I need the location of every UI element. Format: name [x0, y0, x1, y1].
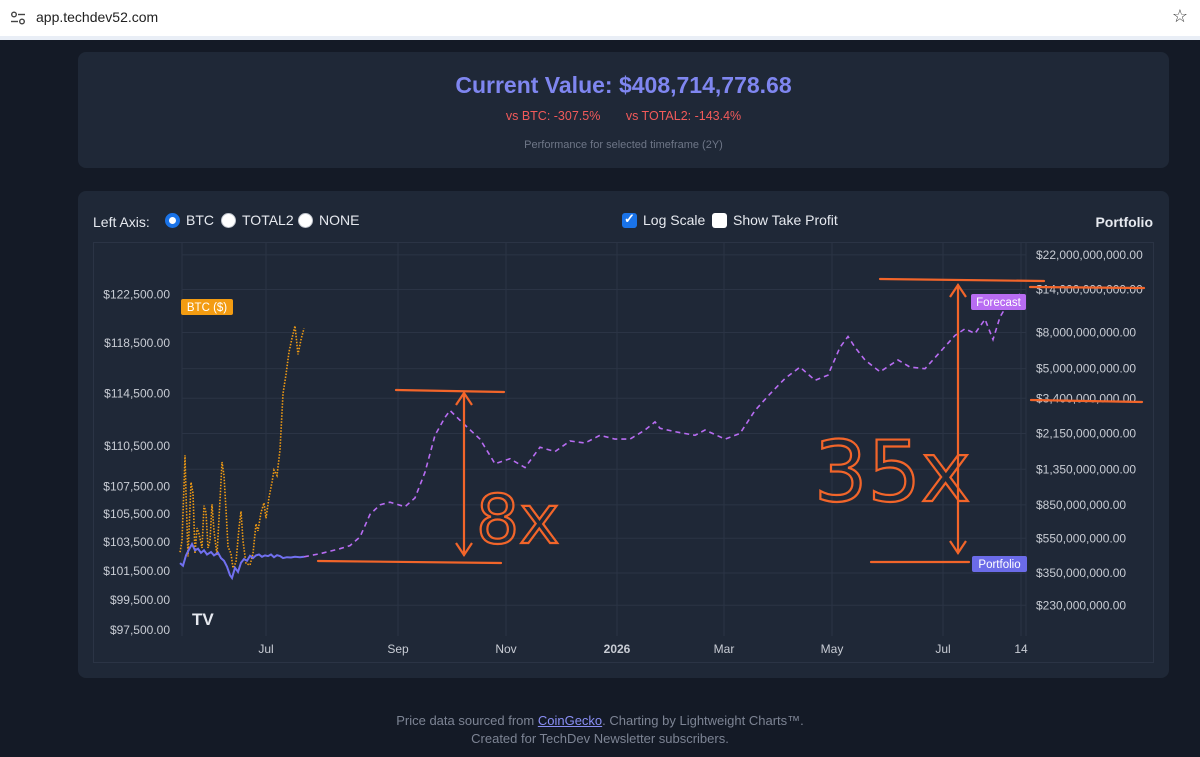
left-axis-tick: $105,500.00 [103, 507, 170, 521]
checkbox-checked-icon[interactable] [622, 211, 637, 228]
left-axis-tick: $103,500.00 [103, 535, 170, 549]
right-axis-tick: $550,000,000.00 [1036, 531, 1126, 545]
left-axis-tick: $122,500.00 [103, 287, 170, 301]
left-axis-tick: $97,500.00 [110, 623, 170, 637]
radio-selected-icon[interactable] [165, 212, 180, 228]
checkbox-empty-icon[interactable] [712, 212, 727, 228]
right-axis-tick: $8,000,000,000.00 [1036, 326, 1136, 340]
radio-btc-label: BTC [186, 212, 214, 228]
radio-total2-label: TOTAL2 [242, 212, 294, 228]
annotation-8x-text: 8x [476, 481, 560, 560]
right-axis-tick: $1,350,000,000.00 [1036, 462, 1136, 476]
browser-edge [0, 36, 1200, 40]
tradingview-logo-icon: TV [192, 610, 214, 629]
bookmark-star-icon[interactable]: ☆ [1171, 6, 1188, 26]
log-scale-checkbox[interactable]: Log Scale [622, 211, 706, 228]
x-axis-tick: May [821, 642, 844, 656]
log-scale-label: Log Scale [643, 212, 706, 228]
x-axis-tick: Jul [935, 642, 950, 656]
x-axis-tick: 2026 [604, 642, 631, 656]
left-axis-tick: $107,500.00 [103, 479, 170, 493]
series-line-btc- [179, 325, 305, 571]
x-axis-tick: Nov [495, 642, 516, 656]
right-axis-tick: $230,000,000.00 [1036, 598, 1126, 612]
annotation-right-line-top [1028, 285, 1146, 290]
annotation-top-line-35x [878, 277, 1046, 283]
annotation-arrowhead-down-8x [455, 542, 473, 557]
x-axis-tick: Mar [714, 642, 735, 656]
performance-note: Performance for selected timeframe (2Y) [524, 139, 723, 151]
annotation-bottom-line-8x [316, 559, 503, 565]
x-axis-tick: Sep [387, 642, 409, 656]
btc-tag: BTC ($) [187, 302, 227, 314]
forecast-tag: Forecast [976, 297, 1022, 309]
left-axis-label: Left Axis: [93, 214, 150, 230]
footer-line-1: Price data sourced from CoinGecko. Chart… [0, 712, 1200, 730]
portfolio-tag: Portfolio [978, 559, 1020, 571]
left-axis-tick: $99,500.00 [110, 593, 170, 607]
btc-tag-bg [181, 299, 233, 315]
annotation-top-line-8x [394, 388, 506, 394]
chart-plot[interactable]: $122,500.00 $118,500.00 $114,500.00 $110,50… [93, 242, 1154, 663]
right-axis-tick: $350,000,000.00 [1036, 566, 1126, 580]
radio-btc[interactable]: BTC [165, 212, 214, 228]
annotation-right-line-mid [1029, 398, 1144, 404]
footer-line-2: Created for TechDev Newsletter subscribe… [471, 731, 729, 746]
page-footer: Price data sourced from CoinGecko. Chart… [0, 712, 1200, 748]
take-profit-label: Show Take Profit [733, 212, 838, 228]
current-value: Current Value: $408,714,778.68 [455, 72, 792, 98]
radio-none[interactable]: NONE [298, 212, 359, 228]
annotation-35x-text: 35x [814, 423, 971, 521]
chart-card: Left Axis: BTC TOTAL2 NONE Log Scale Sho… [78, 191, 1169, 678]
right-axis-tick: $3,400,000,000.00 [1036, 391, 1136, 405]
right-axis-tick: $22,000,000,000.00 [1036, 248, 1143, 262]
right-axis-tick: $5,000,000,000.00 [1036, 362, 1136, 376]
site-settings-icon[interactable] [10, 11, 26, 25]
coingecko-link[interactable]: CoinGecko [537, 713, 603, 728]
radio-total2[interactable]: TOTAL2 [221, 212, 294, 228]
url-text[interactable]: app.techdev52.com [36, 9, 159, 25]
right-axis-tick: $14,000,000,000.00 [1036, 283, 1143, 297]
series-line-forecast [303, 293, 1021, 558]
x-axis-tick: Jul [258, 642, 273, 656]
take-profit-checkbox[interactable]: Show Take Profit [712, 212, 838, 228]
browser-address-bar: app.techdev52.com ☆ [0, 0, 1200, 36]
radio-empty-icon[interactable] [221, 212, 236, 228]
annotation-arrowhead-down-35x [949, 540, 967, 555]
chart-controls: Left Axis: BTC TOTAL2 NONE Log Scale Sho… [78, 211, 1169, 233]
series-line-portfolio [179, 541, 305, 581]
annotation-arrowhead-up-35x [949, 283, 967, 298]
right-axis-tick: $850,000,000.00 [1036, 498, 1126, 512]
vs-total2-value: vs TOTAL2: -143.4% [625, 109, 742, 123]
vs-btc-value: vs BTC: -307.5% [505, 109, 601, 123]
value-summary-card: Current Value: $408,714,778.68 vs BTC: -… [78, 52, 1169, 168]
annotation-arrowhead-up-8x [455, 391, 473, 406]
radio-none-label: NONE [319, 212, 360, 228]
left-axis-tick: $101,500.00 [103, 564, 170, 578]
comparison-row: vs BTC: -307.5% vs TOTAL2: -143.4% [78, 109, 1169, 123]
right-axis-tick: $2,150,000,000.00 [1036, 427, 1136, 441]
chart-svg[interactable]: $122,500.00 $118,500.00 $114,500.00 $110,50… [94, 243, 1155, 664]
left-axis-tick: $114,500.00 [104, 387, 170, 401]
left-axis-tick: $118,500.00 [104, 336, 170, 350]
portfolio-title: Portfolio [1095, 214, 1153, 230]
forecast-tag-bg [971, 294, 1026, 310]
left-axis-tick: $110,500.00 [104, 439, 170, 453]
footer-source-text: Price data sourced from [396, 713, 538, 728]
footer-charting-text: . Charting by Lightweight Charts™. [602, 713, 804, 728]
portfolio-tag-bg [972, 556, 1027, 572]
radio-empty-icon[interactable] [298, 212, 313, 228]
x-axis-tick: 14 [1014, 642, 1028, 656]
